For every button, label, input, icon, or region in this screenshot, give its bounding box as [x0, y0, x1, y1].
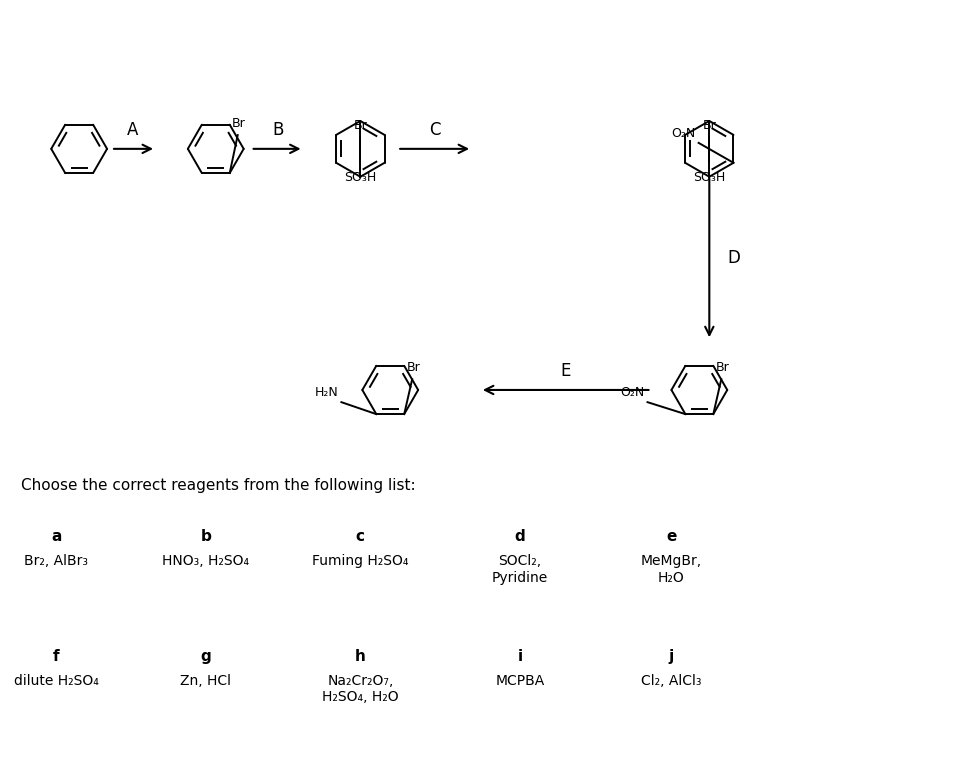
Text: E: E	[560, 362, 570, 380]
Text: Fuming H₂SO₄: Fuming H₂SO₄	[312, 554, 408, 568]
Text: Cl₂, AlCl₃: Cl₂, AlCl₃	[640, 674, 701, 688]
Text: O₂N: O₂N	[671, 127, 695, 140]
Text: Br: Br	[232, 117, 245, 130]
Text: e: e	[665, 530, 676, 544]
Text: Choose the correct reagents from the following list:: Choose the correct reagents from the fol…	[21, 477, 416, 492]
Text: MeMgBr,
H₂O: MeMgBr, H₂O	[640, 554, 701, 584]
Text: dilute H₂SO₄: dilute H₂SO₄	[13, 674, 98, 688]
Text: f: f	[52, 649, 59, 664]
Text: d: d	[514, 530, 525, 544]
Text: a: a	[51, 530, 61, 544]
Text: Zn, HCl: Zn, HCl	[180, 674, 231, 688]
Text: SO₃H: SO₃H	[693, 171, 724, 184]
Text: g: g	[200, 649, 211, 664]
Text: b: b	[200, 530, 211, 544]
Text: h: h	[355, 649, 365, 664]
Text: Na₂Cr₂O₇,
H₂SO₄, H₂O: Na₂Cr₂O₇, H₂SO₄, H₂O	[322, 674, 398, 704]
Text: j: j	[668, 649, 674, 664]
Text: H₂N: H₂N	[314, 386, 338, 399]
Text: O₂N: O₂N	[619, 386, 644, 399]
Text: Br₂, AlBr₃: Br₂, AlBr₃	[24, 554, 88, 568]
Text: A: A	[127, 121, 138, 139]
Text: C: C	[429, 121, 440, 139]
Text: D: D	[726, 249, 740, 267]
Text: c: c	[355, 530, 364, 544]
Text: Br: Br	[354, 119, 367, 132]
Text: MCPBA: MCPBA	[495, 674, 544, 688]
Text: Br: Br	[701, 119, 716, 132]
Text: SOCl₂,
Pyridine: SOCl₂, Pyridine	[491, 554, 547, 584]
Text: i: i	[517, 649, 522, 664]
Text: Br: Br	[715, 361, 728, 374]
Text: B: B	[272, 121, 283, 139]
Text: Br: Br	[406, 361, 419, 374]
Text: HNO₃, H₂SO₄: HNO₃, H₂SO₄	[162, 554, 249, 568]
Text: SO₃H: SO₃H	[344, 171, 376, 184]
